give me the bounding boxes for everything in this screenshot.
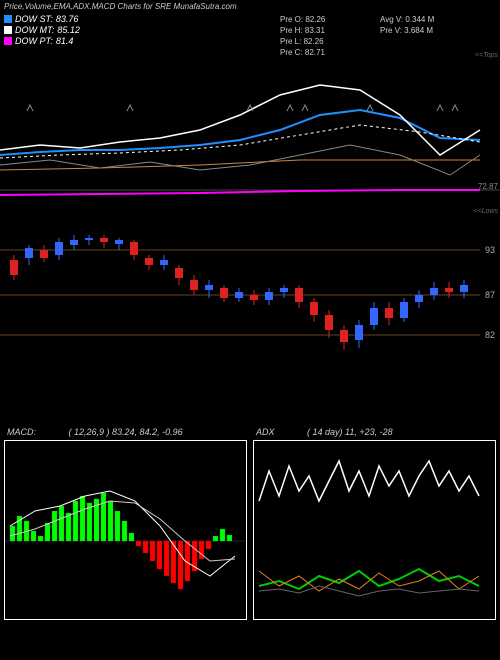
header: Price,Volume,EMA,ADX,MACD Charts for SRE…	[0, 0, 500, 13]
adx-params: ( 14 day) 11, +23, -28	[307, 427, 393, 437]
macd-title: MACD: ( 12,26,9 ) 83.24, 84.2, -0.96	[7, 427, 183, 437]
adx-panel: ADX ( 14 day) 11, +23, -28	[253, 440, 496, 620]
swatch-pt	[4, 37, 12, 45]
macd-title-text: MACD:	[7, 427, 36, 437]
legend-label-st: DOW ST:	[15, 14, 53, 24]
legend-row-pt: DOW PT: 81.4	[4, 36, 80, 46]
price-axis-label: 72.87	[478, 182, 498, 191]
tops-tag: <<Tops	[475, 52, 498, 59]
macd-params: ( 12,26,9 ) 83.24, 84.2, -0.96	[69, 427, 183, 437]
swatch-mt	[4, 26, 12, 34]
legend-row-mt: DOW MT: 85.12	[4, 25, 80, 35]
adx-title-text: ADX	[256, 427, 275, 437]
legend: DOW ST: 83.76 DOW MT: 85.12 DOW PT: 81.4	[4, 14, 80, 47]
legend-label-pt: DOW PT:	[15, 36, 53, 46]
legend-val-pt: 81.4	[56, 36, 74, 46]
adx-title: ADX ( 14 day) 11, +23, -28	[256, 427, 393, 437]
candle-chart: 93 87 82	[0, 230, 500, 370]
legend-val-st: 83.76	[56, 14, 79, 24]
legend-label-mt: DOW MT:	[15, 25, 54, 35]
macd-chart	[5, 441, 245, 619]
page-title: Price,Volume,EMA,ADX,MACD Charts for SRE…	[4, 2, 496, 11]
swatch-st	[4, 15, 12, 23]
lower-panels: MACD: ( 12,26,9 ) 83.24, 84.2, -0.96 ADX…	[0, 440, 500, 620]
adx-chart	[254, 441, 494, 619]
macd-panel: MACD: ( 12,26,9 ) 83.24, 84.2, -0.96	[4, 440, 247, 620]
legend-val-mt: 85.12	[57, 25, 80, 35]
candle-panel: 93 87 82	[0, 230, 500, 370]
vol-block: Avg V: 0.344 MPre V: 3.684 M	[380, 14, 434, 36]
svg-text:93: 93	[485, 245, 495, 255]
lows-tag: <<Lows	[473, 208, 498, 215]
svg-text:82: 82	[485, 330, 495, 340]
svg-text:87: 87	[485, 290, 495, 300]
price-panel: <<Tops 72.87 <<Lows	[0, 60, 500, 220]
ohlc-block: Pre O: 82.26Pre H: 83.31Pre L: 82.26Pre …	[280, 14, 325, 58]
chart-container: Price,Volume,EMA,ADX,MACD Charts for SRE…	[0, 0, 500, 660]
legend-row-st: DOW ST: 83.76	[4, 14, 80, 24]
price-chart	[0, 60, 500, 220]
